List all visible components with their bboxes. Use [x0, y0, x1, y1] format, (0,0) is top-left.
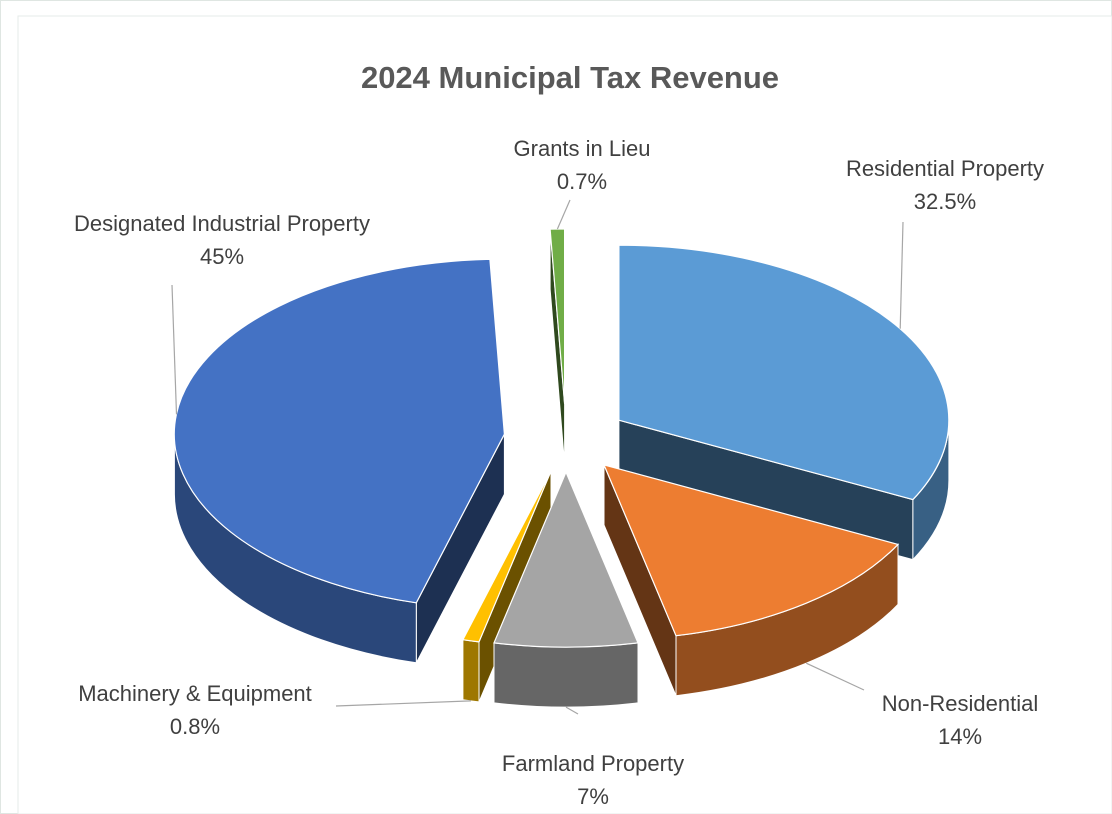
- data-label-value: 0.7%: [557, 169, 607, 194]
- data-label-value: 7%: [577, 784, 609, 809]
- leader-line: [335, 700, 471, 707]
- data-label-value: 14%: [938, 724, 982, 749]
- slice-top: [461, 470, 552, 643]
- leader-line: [565, 706, 579, 715]
- slice: [602, 463, 900, 697]
- slice: [173, 258, 506, 664]
- data-label-value: 32.5%: [914, 189, 976, 214]
- leader-line: [171, 284, 178, 415]
- slice-top: [493, 470, 639, 648]
- slice-side: [493, 642, 639, 708]
- data-label-value: 45%: [200, 244, 244, 269]
- data-label-name: Residential Property: [846, 156, 1044, 181]
- slice-side: [462, 639, 480, 703]
- slice-top: [602, 463, 900, 637]
- slice-top: [618, 244, 950, 501]
- data-label-name: Farmland Property: [502, 751, 684, 776]
- leader-line: [556, 199, 571, 230]
- chart-title: 2024 Municipal Tax Revenue: [361, 60, 779, 95]
- data-label-value: 0.8%: [170, 714, 220, 739]
- leader-line: [899, 221, 904, 329]
- data-label-name: Grants in Lieu: [514, 136, 651, 161]
- slice: [493, 470, 639, 708]
- data-label-name: Machinery & Equipment: [78, 681, 312, 706]
- leader-line: [806, 662, 865, 691]
- slice: [618, 244, 950, 561]
- data-label-name: Non-Residential: [882, 691, 1039, 716]
- data-label-name: Designated Industrial Property: [74, 211, 370, 236]
